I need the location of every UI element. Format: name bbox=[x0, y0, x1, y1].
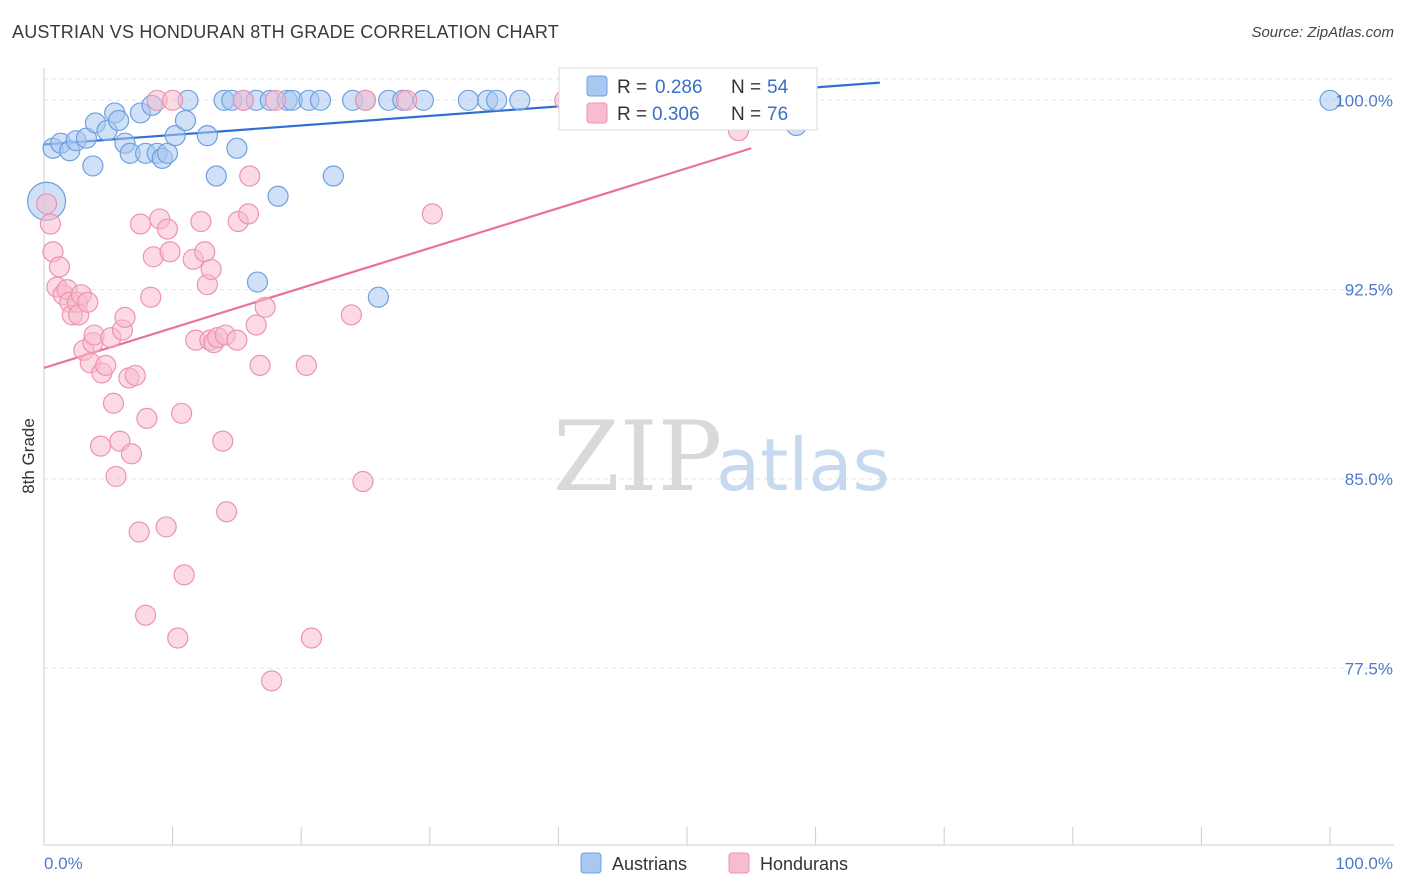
y-tick-label: 85.0% bbox=[1345, 470, 1393, 489]
data-point-hondurans bbox=[136, 407, 158, 429]
data-point-austrians bbox=[205, 165, 227, 187]
legend-r-label-austrians: R = bbox=[617, 77, 647, 98]
data-point-hondurans bbox=[340, 304, 362, 326]
legend-r-value-hondurans: 0.306 bbox=[652, 104, 700, 125]
data-point-hondurans bbox=[105, 465, 127, 488]
data-point-hondurans bbox=[239, 165, 261, 187]
y-tick-label: 77.5% bbox=[1345, 659, 1393, 678]
data-point-austrians bbox=[174, 109, 197, 132]
legend-n-value-hondurans: 76 bbox=[767, 104, 788, 125]
data-point-hondurans bbox=[254, 296, 276, 318]
legend: R = 0.286 N = 54 R = 0.306 N = 76 bbox=[558, 67, 818, 131]
data-point-hondurans bbox=[300, 627, 323, 649]
trend-line-hondurans bbox=[43, 147, 752, 369]
legend-swatch-austrians bbox=[586, 75, 608, 97]
data-point-austrians bbox=[246, 271, 269, 293]
data-point-hondurans bbox=[155, 516, 177, 538]
x-tick-label-max: 100.0% bbox=[1335, 854, 1393, 873]
data-point-austrians bbox=[164, 125, 186, 147]
data-point-hondurans bbox=[159, 241, 181, 263]
data-point-hondurans bbox=[200, 258, 222, 281]
data-point-austrians bbox=[107, 109, 130, 132]
data-point-austrians bbox=[367, 286, 389, 308]
legend-r-value-austrians: 0.286 bbox=[655, 77, 703, 98]
data-point-hondurans bbox=[140, 286, 162, 308]
y-tick-labels: 100.0% 92.5% 85.0% 77.5% bbox=[1335, 91, 1393, 678]
legend-n-label-austrians: N = bbox=[731, 77, 761, 98]
y-axis-label: 8th Grade bbox=[19, 418, 38, 494]
data-point-hondurans bbox=[134, 604, 157, 626]
legend-swatch-hondurans bbox=[586, 102, 608, 124]
data-point-hondurans bbox=[162, 89, 184, 111]
data-points bbox=[26, 89, 1341, 692]
data-point-austrians bbox=[156, 142, 179, 164]
source-credit: Source: ZipAtlas.com bbox=[1251, 24, 1394, 41]
data-point-austrians bbox=[322, 165, 344, 187]
data-point-hondurans bbox=[102, 392, 125, 414]
data-point-hondurans bbox=[354, 89, 377, 111]
legend-n-value-austrians: 54 bbox=[767, 77, 789, 98]
data-point-hondurans bbox=[190, 210, 212, 233]
data-point-hondurans bbox=[421, 203, 443, 225]
data-point-hondurans bbox=[114, 306, 136, 328]
data-point-hondurans bbox=[128, 521, 150, 543]
bottom-legend-label-hondurans: Hondurans bbox=[760, 854, 848, 874]
data-point-hondurans bbox=[396, 89, 418, 111]
y-tick-label: 92.5% bbox=[1345, 281, 1393, 300]
bottom-legend-swatch-hondurans bbox=[728, 852, 750, 874]
data-point-hondurans bbox=[77, 291, 99, 313]
data-point-hondurans bbox=[295, 354, 317, 376]
data-point-hondurans bbox=[120, 443, 143, 465]
x-tick-label-min: 0.0% bbox=[44, 854, 83, 873]
data-point-austrians bbox=[509, 89, 531, 111]
x-tick-labels: 0.0% 100.0% bbox=[44, 854, 1393, 873]
data-point-hondurans bbox=[245, 314, 267, 336]
data-point-austrians bbox=[457, 89, 479, 111]
data-point-hondurans bbox=[226, 329, 248, 351]
data-point-hondurans bbox=[39, 213, 62, 235]
data-point-hondurans bbox=[35, 193, 58, 215]
data-point-hondurans bbox=[129, 213, 152, 235]
data-point-hondurans bbox=[194, 241, 216, 263]
watermark-zip: ZIP bbox=[553, 401, 722, 513]
bottom-legend: Austrians Hondurans bbox=[580, 852, 848, 874]
data-point-hondurans bbox=[171, 402, 193, 424]
data-point-hondurans bbox=[167, 627, 189, 649]
watermark-atlas: atlas bbox=[716, 423, 890, 507]
data-point-austrians bbox=[82, 155, 104, 177]
data-point-hondurans bbox=[173, 564, 195, 586]
legend-r-label-hondurans: R = bbox=[617, 104, 647, 125]
data-point-hondurans bbox=[352, 470, 374, 493]
data-point-hondurans bbox=[264, 89, 287, 111]
data-point-austrians bbox=[1319, 89, 1341, 111]
data-point-austrians bbox=[309, 89, 332, 111]
legend-n-label-hondurans: N = bbox=[731, 104, 761, 125]
data-point-hondurans bbox=[237, 203, 260, 225]
data-point-hondurans bbox=[48, 256, 71, 278]
data-point-austrians bbox=[196, 125, 218, 147]
data-point-hondurans bbox=[249, 354, 271, 376]
data-point-hondurans bbox=[261, 670, 283, 692]
data-point-hondurans bbox=[95, 354, 117, 376]
data-point-hondurans bbox=[212, 430, 234, 452]
data-point-hondurans bbox=[232, 89, 254, 111]
data-point-hondurans bbox=[216, 501, 238, 523]
bottom-legend-label-austrians: Austrians bbox=[612, 854, 687, 874]
y-tick-label: 100.0% bbox=[1335, 91, 1393, 110]
data-point-hondurans bbox=[89, 435, 112, 457]
chart-title: AUSTRIAN VS HONDURAN 8TH GRADE CORRELATI… bbox=[12, 22, 559, 42]
data-point-hondurans bbox=[156, 218, 179, 240]
data-point-austrians bbox=[226, 137, 248, 159]
data-point-austrians bbox=[267, 185, 289, 207]
bottom-legend-swatch-austrians bbox=[580, 852, 602, 874]
watermark: ZIP atlas bbox=[553, 401, 890, 513]
data-point-hondurans bbox=[124, 364, 146, 387]
data-point-austrians bbox=[486, 89, 508, 111]
